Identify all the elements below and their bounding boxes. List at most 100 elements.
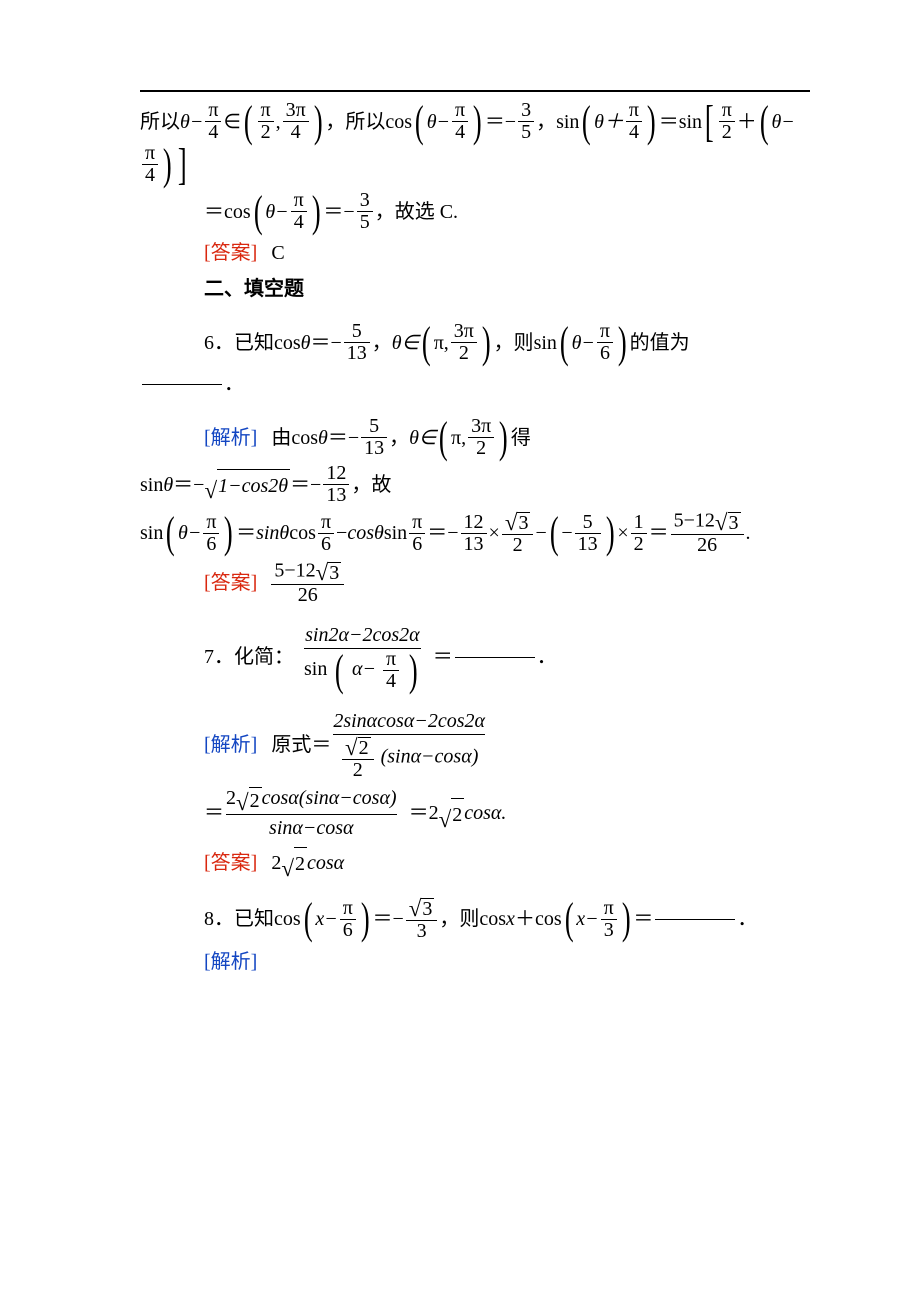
frac: 5−12√3 26 [271,560,344,606]
text: ， [536,106,556,138]
eq: ＝− [372,903,403,935]
frac: π 4 [626,100,642,143]
cos: cosα [307,847,344,879]
question-6: 6．已知 cos θ ＝− 5 13 ， θ∈ ( π , 3π 2 ) ，则 … [140,321,810,364]
expr: θ− [180,106,203,138]
solution-6-line2: sin θ ＝− √1−cos2θ ＝− 12 13 ，故 [140,463,810,506]
solution-8: [解析] [140,946,810,978]
cos: cos [274,903,301,935]
lparen: ( [254,192,263,232]
eq: ＝ [204,196,224,228]
text: ， [372,327,392,359]
sintheta: sinθ [256,517,289,549]
eq: ＝2 [409,797,439,829]
period: ． [537,641,557,673]
rparen: ) [622,899,631,939]
cos: cos [479,903,506,935]
eq: ＝− [290,469,321,501]
expr: θ− [427,106,450,138]
text: ，故 [351,469,391,501]
question-7: 7．化简： sin2α−2cos2α sin ( α− π 4 ) ＝ ． [140,622,810,692]
rparen: ) [473,102,482,142]
fill-blank [655,919,735,920]
lparen: ( [550,513,559,553]
frac: 3π 2 [468,416,494,459]
expr: x− [576,903,598,935]
line-1: 所以 θ− π 4 ∈ ( π 2 , 3π 4 ) ，所以 cos ( θ− … [140,100,810,186]
expr: θ− [265,196,288,228]
period: . [746,517,751,549]
frac: 5 13 [361,416,387,459]
plus: ＋ [515,903,535,935]
q-lead: 6．已知 [204,327,274,359]
costail: cosα. [464,797,506,829]
times: × [489,517,500,549]
lparen: ( [244,102,253,142]
text: 所以 [140,106,180,138]
sin: sin [534,327,557,359]
text: ，则 [439,903,479,935]
rbracket: ] [178,145,187,185]
solution-7-line2: ＝ 2√2cosα(sinα−cosα) sinα−cosα ＝2 √2 cos… [140,785,810,841]
frac: π 6 [409,512,425,555]
cos: cos [289,517,316,549]
answer-6: [答案] 5−12√3 26 [140,560,810,606]
expr: θ− [572,327,595,359]
frac: π 6 [203,512,219,555]
comma: , [461,422,466,454]
comma: , [276,106,281,138]
frac: √3 2 [502,510,534,556]
frac: π 4 [291,190,307,233]
expr: θ− [178,517,201,549]
frac: π 3 [601,898,617,941]
rparen: ) [361,899,370,939]
eq: ＝ [659,106,679,138]
rparen: ) [606,513,615,553]
section-header: 二、填空题 [140,273,810,305]
frac: π 4 [452,100,468,143]
theta: θ [301,327,311,359]
frac-pi4: π 4 [205,100,221,143]
frac: π 2 [258,100,274,143]
rparen: ) [314,102,323,142]
expr: θ− [771,106,794,138]
text: 原式＝ [271,729,331,761]
lparen: ( [565,899,574,939]
eq: ＝− [485,106,516,138]
comma: , [444,327,449,359]
frac: 3 5 [518,100,534,143]
frac: π 6 [318,512,334,555]
rparen: ) [647,102,656,142]
cos: cos [535,903,562,935]
frac: 3π 4 [283,100,309,143]
eq: ＝ [236,517,256,549]
x: x [506,903,515,935]
times: × [617,517,628,549]
cos: cos [385,106,412,138]
answer-5: [答案] C [140,237,810,269]
page: 所以 θ− π 4 ∈ ( π 2 , 3π 4 ) ，所以 cos ( θ− … [0,0,920,1042]
frac: 3π 2 [451,321,477,364]
lparen: ( [760,102,769,142]
rparen: ) [482,323,491,363]
rparen: ) [618,323,627,363]
fill-blank [455,657,535,658]
frac: 5−12√3 26 [671,510,744,556]
frac: 12 13 [461,512,487,555]
pi: π [451,422,461,454]
eq: ＝− [427,517,458,549]
rparen: ) [163,145,172,185]
sin: sin [384,517,407,549]
frac: 5 13 [344,321,370,364]
text: 得 [511,422,531,454]
cos: cos [274,327,301,359]
lparen: ( [304,899,313,939]
expr: x− [315,903,337,935]
eq: ＝ [633,903,653,935]
answer-7: [答案] 2 √2 cosα [140,845,810,880]
cos: cos [291,422,318,454]
theta: θ [163,469,173,501]
text: ，则 [494,327,534,359]
eq: ＝− [173,469,204,501]
eq: ＝ [204,797,224,829]
